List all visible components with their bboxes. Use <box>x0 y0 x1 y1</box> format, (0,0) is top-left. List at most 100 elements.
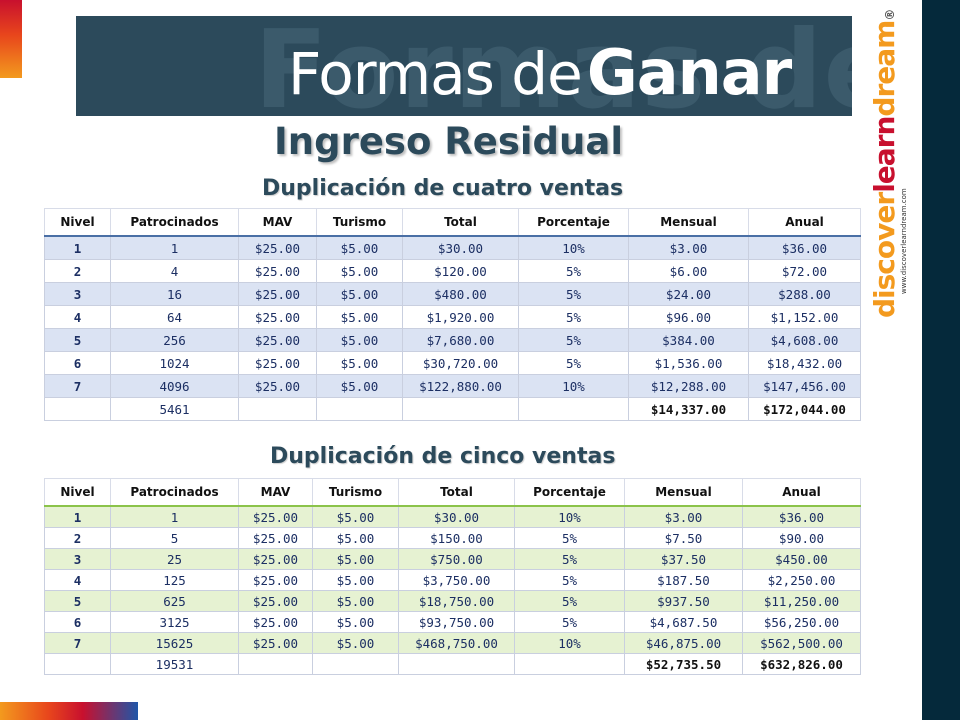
table-cell: 5 <box>44 590 111 612</box>
total-cell <box>44 653 111 675</box>
column-header: Porcentaje <box>518 208 629 237</box>
table-cell: 1 <box>110 505 239 528</box>
table-cell: 10% <box>514 632 625 654</box>
right-side-bar <box>922 0 960 720</box>
table-cell: 1024 <box>110 351 239 375</box>
table-row: 7 15625 $25.00 $5.00 $468,750.00 10% $46,875.0… <box>44 632 861 654</box>
table-cell: $5.00 <box>312 611 399 633</box>
table2-header: Nivel Patrocinados MAV Turismo Total Porcenta… <box>44 478 861 507</box>
table-row: 5 256 $25.00 $5.00 $7,680.00 5% $384.00 $4,608.… <box>44 328 861 352</box>
table-cell: $36.00 <box>748 235 861 260</box>
column-header: Anual <box>748 208 861 237</box>
column-header: Nivel <box>44 478 111 507</box>
table-row: 5 625 $25.00 $5.00 $18,750.00 5% $937.50 $11,25… <box>44 590 861 612</box>
table-cell: 5% <box>514 527 625 549</box>
table-cell: 15625 <box>110 632 239 654</box>
banner-watermark-text: Formas de <box>254 16 852 116</box>
table-cell: $72.00 <box>748 259 861 283</box>
total-cell <box>402 397 519 421</box>
table-cell: 5% <box>518 351 629 375</box>
table-cell: 5% <box>518 328 629 352</box>
table-cell: $3.00 <box>628 235 749 260</box>
table-row: 4 64 $25.00 $5.00 $1,920.00 5% $96.00 $1,152.00 <box>44 305 861 329</box>
table-cell: 5% <box>518 282 629 306</box>
table-cell: $30,720.00 <box>402 351 519 375</box>
table-cell: $25.00 <box>238 259 317 283</box>
table1-body: 1 1 $25.00 $5.00 $30.00 10% $3.00 $36.00 2 4 $25.0… <box>44 235 861 421</box>
table-cell: $7.50 <box>624 527 743 549</box>
table-cell: $18,432.00 <box>748 351 861 375</box>
page-subtitle: Ingreso Residual <box>274 120 624 163</box>
table-cell: $56,250.00 <box>742 611 861 633</box>
table-cell: $5.00 <box>316 328 403 352</box>
table-cell: 6 <box>44 611 111 633</box>
table1-header: Nivel Patrocinados MAV Turismo Total Porcenta… <box>44 208 861 237</box>
table-cell: $5.00 <box>316 374 403 398</box>
table-cell: $3,750.00 <box>398 569 515 591</box>
table-cell: $5.00 <box>312 590 399 612</box>
column-header: Total <box>402 208 519 237</box>
table-cell: $37.50 <box>624 548 743 570</box>
column-header: Mensual <box>628 208 749 237</box>
header-row: Nivel Patrocinados MAV Turismo Total Porcenta… <box>44 478 861 507</box>
logo-word-dream: dream <box>868 20 901 117</box>
table-cell: $30.00 <box>398 505 515 528</box>
table-cell: $25.00 <box>238 305 317 329</box>
table-cell: 5% <box>514 569 625 591</box>
table-cell: $5.00 <box>316 305 403 329</box>
banner-title: Formas de Ganar <box>288 42 792 104</box>
totals-row: 19531 $52,735.50 $632,826.00 <box>44 653 861 675</box>
table-cell: 5 <box>110 527 239 549</box>
column-header: Turismo <box>312 478 399 507</box>
table-cell: 5% <box>514 590 625 612</box>
table-cell: 1 <box>44 235 111 260</box>
table-row: 6 1024 $25.00 $5.00 $30,720.00 5% $1,536.00 $18… <box>44 351 861 375</box>
table-cell: $25.00 <box>238 548 313 570</box>
table-cell: $150.00 <box>398 527 515 549</box>
table-cell: 25 <box>110 548 239 570</box>
table-cell: $1,152.00 <box>748 305 861 329</box>
table-cell: 1 <box>110 235 239 260</box>
column-header: Patrocinados <box>110 208 239 237</box>
table-cell: $5.00 <box>312 505 399 528</box>
table-cell: 64 <box>110 305 239 329</box>
table-cell: $25.00 <box>238 590 313 612</box>
total-cell <box>518 397 629 421</box>
table-cell: $122,880.00 <box>402 374 519 398</box>
table-cell: $5.00 <box>312 632 399 654</box>
title-banner: Formas de Formas de Ganar <box>76 16 852 116</box>
total-cell <box>238 397 317 421</box>
table-cell: 2 <box>44 527 111 549</box>
table2-title: Duplicación de cinco ventas <box>270 444 616 469</box>
table-cell: 6 <box>44 351 111 375</box>
table-cell: $12,288.00 <box>628 374 749 398</box>
table-cell: $187.50 <box>624 569 743 591</box>
table-row: 1 1 $25.00 $5.00 $30.00 10% $3.00 $36.00 <box>44 505 861 528</box>
table-cell: $11,250.00 <box>742 590 861 612</box>
table-cell: $4,687.50 <box>624 611 743 633</box>
banner-title-part2: Ganar <box>586 36 792 109</box>
banner-title-part1: Formas de <box>288 40 583 108</box>
table-cell: 4 <box>110 259 239 283</box>
table-cell: $30.00 <box>402 235 519 260</box>
table-cell: $5.00 <box>316 235 403 260</box>
table-cell: $25.00 <box>238 569 313 591</box>
table-cell: $480.00 <box>402 282 519 306</box>
total-cell <box>312 653 399 675</box>
total-cell <box>398 653 515 675</box>
table-cell: 5% <box>514 548 625 570</box>
table-cell: 7 <box>44 632 111 654</box>
table-cell: $5.00 <box>316 351 403 375</box>
accent-stripe-top-left <box>0 0 22 78</box>
accent-stripe-bottom-left <box>0 702 138 720</box>
table-cell: 256 <box>110 328 239 352</box>
column-header: Turismo <box>316 208 403 237</box>
table-cell: $2,250.00 <box>742 569 861 591</box>
table-cuatro-ventas: Nivel Patrocinados MAV Turismo Total Porcenta… <box>44 208 861 421</box>
table-cell: $36.00 <box>742 505 861 528</box>
table-cinco-ventas: Nivel Patrocinados MAV Turismo Total Porcenta… <box>44 478 861 675</box>
table-row: 6 3125 $25.00 $5.00 $93,750.00 5% $4,687.50 $56… <box>44 611 861 633</box>
table-cell: $5.00 <box>312 548 399 570</box>
table-cell: $562,500.00 <box>742 632 861 654</box>
table-cell: 4 <box>44 569 111 591</box>
